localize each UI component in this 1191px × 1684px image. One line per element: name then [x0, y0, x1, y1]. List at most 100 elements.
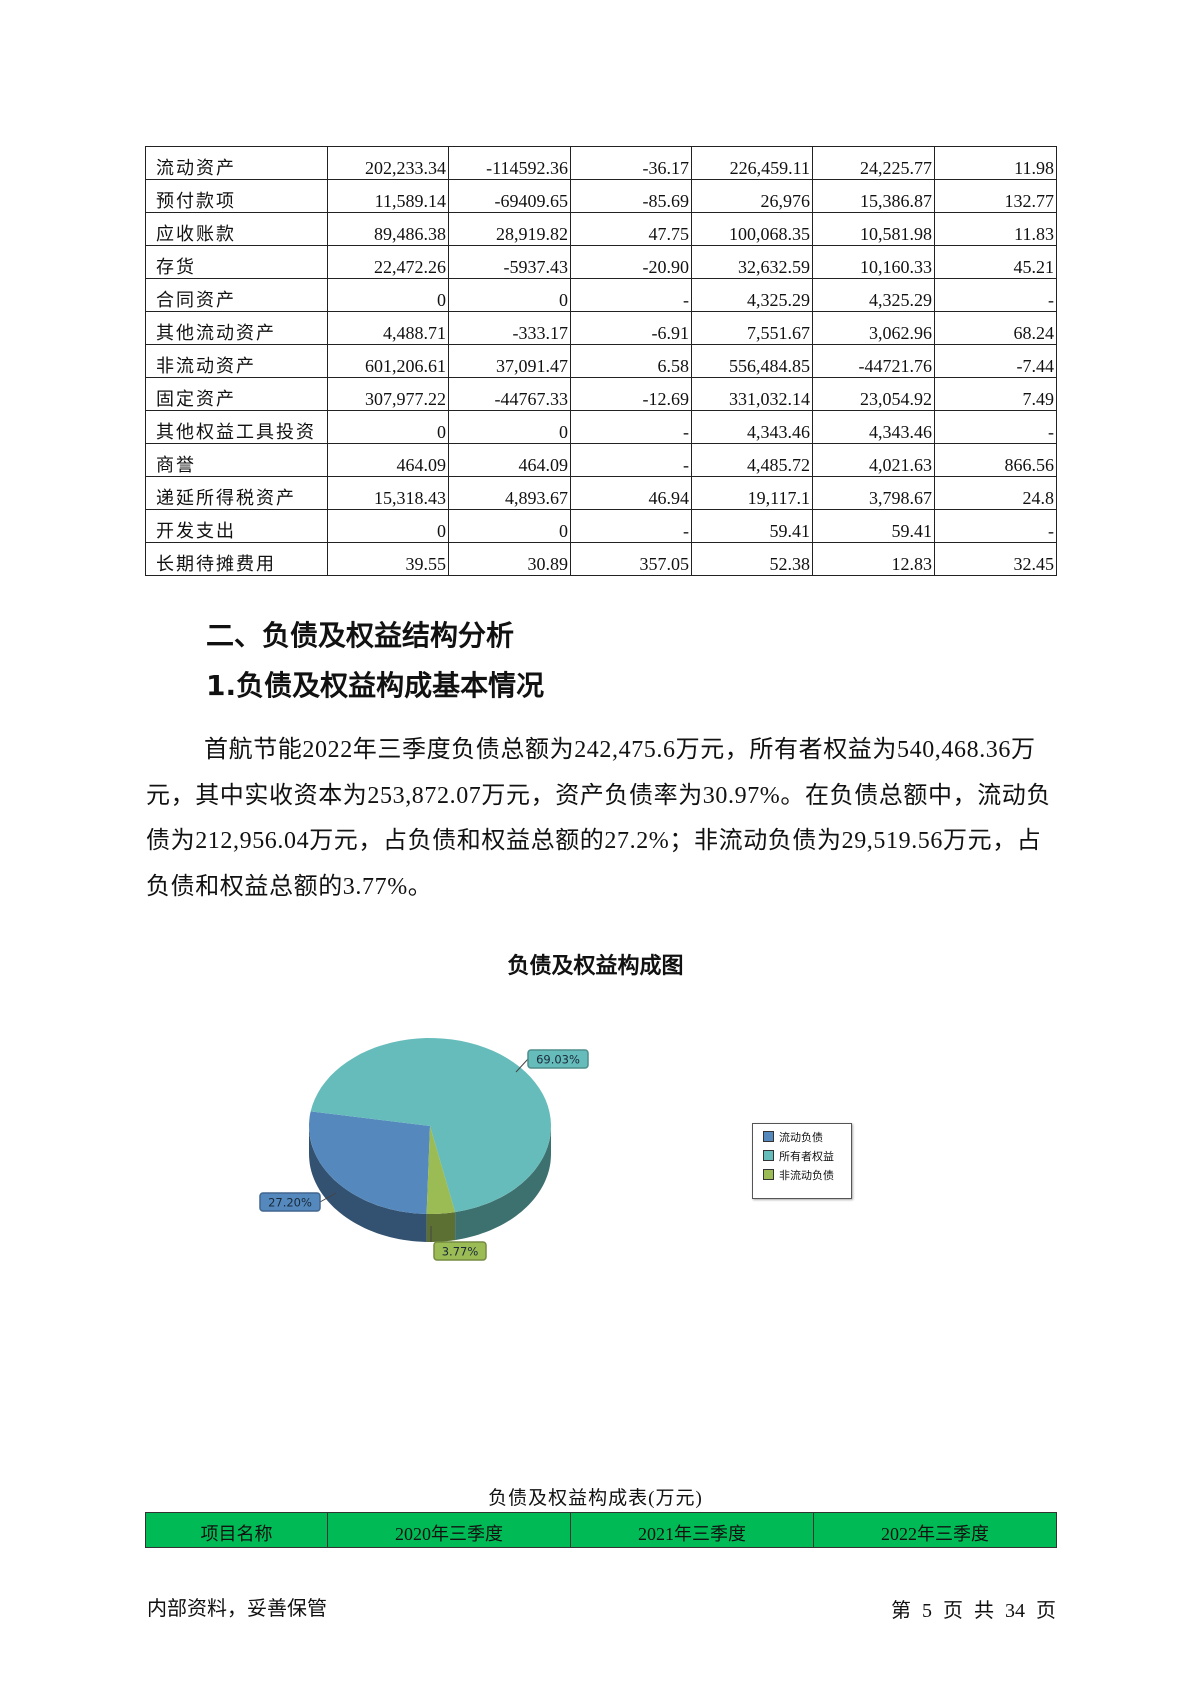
table-row: 流动资产 202,233.34 -114592.36 -36.17 226,459.11…: [145, 146, 1057, 180]
table-cell: 12.83: [812, 542, 935, 576]
table-cell: 26,976: [691, 179, 813, 213]
row-label: 固定资产: [145, 377, 328, 411]
table-cell: 202,233.34: [327, 146, 449, 180]
table-header-row: 项目名称 2020年三季度 2021年三季度 2022年三季度: [145, 1512, 1057, 1548]
table-cell: -44767.33: [448, 377, 571, 411]
table-cell: 601,206.61: [327, 344, 449, 378]
header-cell: 2020年三季度: [327, 1512, 571, 1548]
pie-slice-owners-equity: [310, 1038, 551, 1213]
header-cell: 2021年三季度: [570, 1512, 814, 1548]
table-cell: 4,021.63: [812, 443, 935, 477]
legend-swatch: [763, 1150, 774, 1161]
table-row: 预付款项 11,589.14 -69409.65 -85.69 26,976 15,386…: [145, 179, 1057, 213]
table-cell: 59.41: [812, 509, 935, 543]
table-cell: 59.41: [691, 509, 813, 543]
assets-change-table: 流动资产 202,233.34 -114592.36 -36.17 226,459.11…: [145, 146, 1057, 576]
table-cell: 46.94: [570, 476, 692, 510]
table-cell: -12.69: [570, 377, 692, 411]
table-cell: 4,343.46: [691, 410, 813, 444]
table-cell: 0: [448, 278, 571, 312]
table-cell: -333.17: [448, 311, 571, 345]
row-label: 其他流动资产: [145, 311, 328, 345]
legend-item: 非流动负债: [763, 1168, 851, 1182]
data-label-box: [433, 1241, 487, 1261]
table-cell: 47.75: [570, 212, 692, 246]
table-cell: 132.77: [934, 179, 1057, 213]
row-label: 合同资产: [145, 278, 328, 312]
table-row: 其他权益工具投资 0 0-4,343.46 4,343.46-: [145, 410, 1057, 444]
table-cell: -85.69: [570, 179, 692, 213]
table-cell: 3,062.96: [812, 311, 935, 345]
legend-item: 所有者权益: [763, 1149, 851, 1163]
row-label: 预付款项: [145, 179, 328, 213]
data-label-owners-equity: 69.03%: [536, 1053, 580, 1067]
footer-page-number: 第 5 页 共 34 页: [891, 1600, 1056, 1622]
label-leader-line: [319, 1192, 337, 1203]
table-row: 其他流动资产 4,488.71 -333.17 -6.91 7,551.67 3,062.…: [145, 311, 1057, 345]
table-cell: -: [570, 443, 692, 477]
table-cell: -44721.76: [812, 344, 935, 378]
table-cell: -: [570, 278, 692, 312]
label-leader-line: [515, 1058, 529, 1073]
table-cell: -69409.65: [448, 179, 571, 213]
table-cell: 4,488.71: [327, 311, 449, 345]
header-cell: 项目名称: [145, 1512, 328, 1548]
legend-swatch: [763, 1131, 774, 1142]
chart-legend: 流动负债 所有者权益 非流动负债: [752, 1123, 852, 1199]
table-cell: 24.8: [934, 476, 1057, 510]
row-label: 递延所得税资产: [145, 476, 328, 510]
table-row: 开发支出 0 0-59.41 59.41-: [145, 509, 1057, 543]
pie-chart: 27.20% 69.03% 3.77%: [259, 1038, 589, 1261]
row-label: 长期待摊费用: [145, 542, 328, 576]
table-caption: 负债及权益构成表(万元): [488, 1488, 703, 1509]
pie-side-current-liabilities: [309, 1126, 427, 1242]
table-cell: -: [570, 509, 692, 543]
table-cell: 4,325.29: [812, 278, 935, 312]
data-label-box: [259, 1192, 321, 1212]
table-cell: 11.83: [934, 212, 1057, 246]
table-cell: 0: [448, 509, 571, 543]
row-label: 其他权益工具投资: [145, 410, 328, 444]
table-cell: -114592.36: [448, 146, 571, 180]
table-cell: 10,581.98: [812, 212, 935, 246]
table-cell: 7,551.67: [691, 311, 813, 345]
pie-side-noncurrent-liabilities: [426, 1212, 456, 1242]
data-label-box: [527, 1049, 589, 1069]
table-cell: -: [934, 509, 1057, 543]
table-cell: 32,632.59: [691, 245, 813, 279]
chart-title: 负债及权益构成图: [507, 954, 684, 979]
section-subheading: 1.负债及权益构成基本情况: [206, 669, 545, 702]
table-cell: 226,459.11: [691, 146, 813, 180]
data-label-noncurrent-liabilities: 3.77%: [442, 1245, 479, 1259]
table-row: 非流动资产 601,206.61 37,091.47 6.58 556,484.85 -4…: [145, 344, 1057, 378]
table-cell: 68.24: [934, 311, 1057, 345]
table-cell: 4,343.46: [812, 410, 935, 444]
table-cell: -6.91: [570, 311, 692, 345]
table-cell: 37,091.47: [448, 344, 571, 378]
table-cell: -7.44: [934, 344, 1057, 378]
table-cell: 22,472.26: [327, 245, 449, 279]
table-cell: 4,485.72: [691, 443, 813, 477]
table-cell: 556,484.85: [691, 344, 813, 378]
pie-side-owners-equity: [455, 1126, 551, 1241]
table-cell: 24,225.77: [812, 146, 935, 180]
table-cell: 4,325.29: [691, 278, 813, 312]
table-cell: 0: [327, 278, 449, 312]
table-cell: -36.17: [570, 146, 692, 180]
table-cell: 11.98: [934, 146, 1057, 180]
table-cell: -5937.43: [448, 245, 571, 279]
row-label: 应收账款: [145, 212, 328, 246]
table-row: 合同资产 0 0-4,325.29 4,325.29-: [145, 278, 1057, 312]
pie-slice-current-liabilities: [309, 1111, 430, 1214]
table-cell: 0: [448, 410, 571, 444]
table-cell: -20.90: [570, 245, 692, 279]
summary-paragraph: 首航节能2022年三季度负债总额为242,475.6万元，所有者权益为540,4…: [146, 737, 1051, 900]
pie-slice-noncurrent-liabilities: [426, 1126, 456, 1214]
table-cell: 4,893.67: [448, 476, 571, 510]
table-cell: 11,589.14: [327, 179, 449, 213]
header-cell: 2022年三季度: [813, 1512, 1057, 1548]
structure-table: 项目名称 2020年三季度 2021年三季度 2022年三季度: [145, 1512, 1057, 1548]
data-label-current-liabilities: 27.20%: [268, 1196, 312, 1210]
table-row: 长期待摊费用 39.55 30.89 357.05 52.38 12.83 32.45: [145, 542, 1057, 576]
table-cell: 45.21: [934, 245, 1057, 279]
